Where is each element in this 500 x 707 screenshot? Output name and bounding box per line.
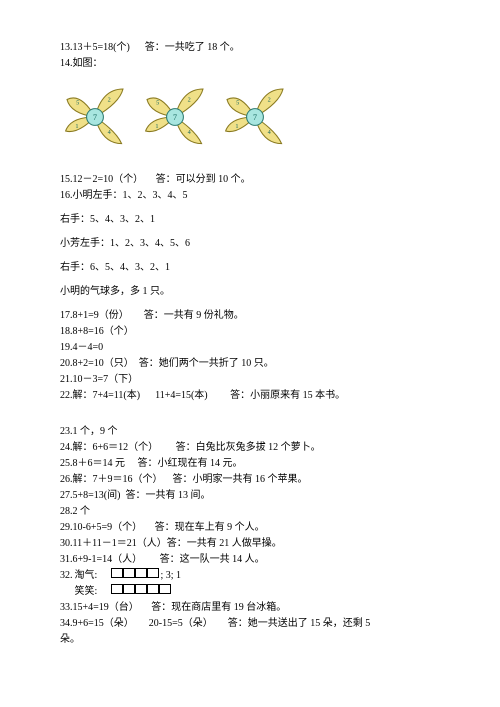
row2-label: 笑笑: [75, 584, 107, 600]
fan-1: 7 5 2 4 1 [60, 82, 130, 152]
box [147, 584, 159, 594]
line-31: 31.6+9-1=14（人） 答：这一队一共 14 人。 [60, 552, 450, 568]
fan-blade-text: 2 [108, 97, 111, 104]
fan-blade-text: 5 [76, 99, 79, 106]
line-29: 29.10-6+5=9（个） 答：现在车上有 9 个人。 [60, 520, 450, 536]
box [135, 584, 147, 594]
line-14: 14.如图： [60, 56, 450, 72]
fan-2: 7 5 2 4 1 [140, 82, 210, 152]
boxes-row-1: 淘气: ; 3; 1 [75, 568, 182, 584]
line-24: 24.解：6+6＝12（个） 答：白兔比灰兔多拔 12 个萝卜。 [60, 440, 450, 456]
line-16b: 右手：5、4、3、2、1 [60, 212, 450, 228]
line-13: 13.13＋5=18(个) 答：一共吃了 18 个。 [60, 40, 450, 56]
svg-text:1: 1 [235, 123, 238, 130]
line-33: 33.15+4=19（台） 答：现在商店里有 19 台冰箱。 [60, 600, 450, 616]
line-28: 28.2 个 [60, 504, 450, 520]
line-34a: 34.9+6=15（朵） 20-15=5（朵） 答：她一共送出了 15 朵，还剩… [60, 616, 450, 632]
box [123, 568, 135, 578]
line-23: 23.1 个，9 个 [60, 424, 450, 440]
line-16e: 小明的气球多，多 1 只。 [60, 284, 450, 300]
line-34b: 朵。 [60, 632, 450, 648]
box [111, 568, 123, 578]
line-26: 26.解：7＋9＝16（个） 答：小明家一共有 16 个苹果。 [60, 472, 450, 488]
line-18: 18.8+8=16（个） [60, 324, 450, 340]
line-30: 30.11＋11－1＝21（人）答：一共有 21 人做早操。 [60, 536, 450, 552]
fan-figure-row: 7 5 2 4 1 7 5 2 4 1 7 5 [60, 82, 450, 152]
fan-center-text: 7 [93, 113, 97, 122]
box [111, 584, 123, 594]
fan-blade-text: 1 [75, 123, 78, 130]
line-16c: 小芳左手：1、2、3、4、5、6 [60, 236, 450, 252]
line-32-num: 32. [60, 568, 73, 584]
boxes-1 [111, 568, 159, 584]
line-19: 19.4－4=0 [60, 340, 450, 356]
fan-3: 7 5 2 4 1 [220, 82, 290, 152]
box [147, 568, 159, 578]
line-21: 21.10－3=7（下） [60, 372, 450, 388]
fan-center-text: 7 [173, 113, 177, 122]
row1-label: 淘气: [75, 568, 107, 584]
line-17: 17.8+1=9（份） 答：一共有 9 份礼物。 [60, 308, 450, 324]
svg-text:5: 5 [156, 99, 159, 106]
boxes-row-2: 笑笑: [75, 584, 182, 600]
box [159, 584, 171, 594]
svg-text:1: 1 [155, 123, 158, 130]
box [123, 584, 135, 594]
fan-center-text: 7 [253, 113, 257, 122]
line-25: 25.8＋6＝14 元 答：小红现在有 14 元。 [60, 456, 450, 472]
line-27: 27.5+8=13(间) 答：一共有 13 间。 [60, 488, 450, 504]
line-16d: 右手：6、5、4、3、2、1 [60, 260, 450, 276]
line-22: 22.解：7+4=11(本) 11+4=15(本) 答：小丽原来有 15 本书。 [60, 388, 450, 404]
boxes-2 [111, 584, 171, 600]
line-15: 15.12－2=10（个） 答：可以分到 10 个。 [60, 172, 450, 188]
box [135, 568, 147, 578]
svg-text:2: 2 [188, 97, 191, 104]
line-20: 20.8+2=10（只） 答：她们两个一共折了 10 只。 [60, 356, 450, 372]
row1-tail: ; 3; 1 [161, 568, 182, 584]
svg-text:2: 2 [268, 97, 271, 104]
line-16a: 16.小明左手：1、2、3、4、5 [60, 188, 450, 204]
svg-text:5: 5 [236, 99, 239, 106]
